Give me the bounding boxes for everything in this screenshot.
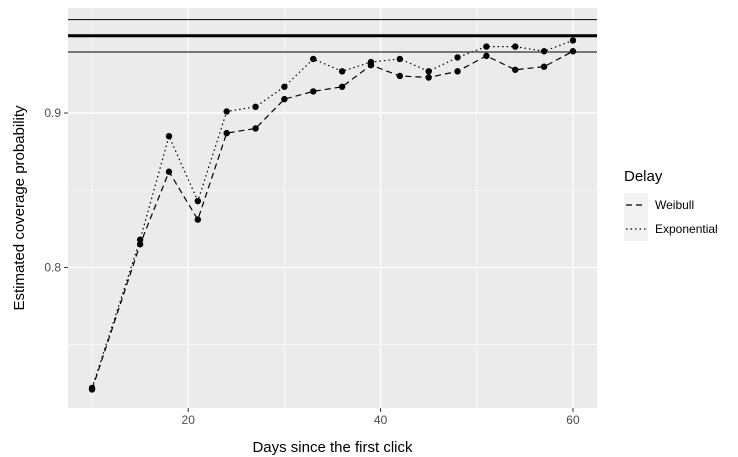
plot-panel <box>68 8 597 408</box>
point-weibull <box>136 241 144 248</box>
point-weibull <box>338 83 346 90</box>
point-weibull <box>310 88 317 95</box>
series-line-exponential <box>91 39 574 389</box>
y-tick-label: 0.8 <box>44 260 61 274</box>
point-exponential <box>136 236 144 243</box>
point-exponential <box>540 48 548 55</box>
y-axis-title: Estimated coverage probability <box>11 105 28 311</box>
point-weibull <box>252 125 259 132</box>
point-weibull <box>569 48 577 55</box>
point-weibull <box>454 68 461 75</box>
x-tick-label: 20 <box>182 413 196 427</box>
y-axis-ticks: 0.8 0.9 <box>44 106 68 274</box>
point-exponential <box>252 103 259 111</box>
point-exponential <box>367 58 375 66</box>
point-exponential <box>396 55 404 63</box>
point-exponential <box>454 54 461 61</box>
point-exponential <box>281 83 288 90</box>
point-exponential <box>88 384 96 392</box>
x-tick-label: 40 <box>374 413 388 427</box>
point-exponential <box>194 197 202 205</box>
legend: Delay Weibull Exponential <box>624 168 718 241</box>
point-exponential <box>223 108 230 115</box>
legend-title: Delay <box>624 168 663 185</box>
point-weibull <box>425 74 432 81</box>
data-points <box>88 37 577 393</box>
point-weibull <box>396 72 404 80</box>
point-exponential <box>165 132 173 140</box>
point-weibull <box>483 52 490 60</box>
major-gridlines <box>68 8 597 408</box>
point-weibull <box>512 66 519 73</box>
point-weibull <box>165 168 173 175</box>
y-tick-label: 0.9 <box>44 106 61 120</box>
point-weibull <box>540 63 548 70</box>
legend-label-exponential: Exponential <box>655 222 718 236</box>
point-weibull <box>281 95 288 103</box>
point-weibull <box>223 129 230 137</box>
point-weibull <box>194 216 202 223</box>
x-axis-ticks: 20 40 60 <box>182 408 580 427</box>
point-exponential <box>425 68 432 75</box>
point-exponential <box>310 55 317 63</box>
legend-label-weibull: Weibull <box>655 198 694 212</box>
point-exponential <box>483 43 490 50</box>
x-axis-title: Days since the first click <box>252 439 413 456</box>
reference-lines <box>68 19 597 53</box>
point-exponential <box>338 68 346 75</box>
point-exponential <box>569 37 577 44</box>
point-exponential <box>512 43 519 50</box>
x-tick-label: 60 <box>566 413 580 427</box>
series-lines <box>91 39 574 390</box>
